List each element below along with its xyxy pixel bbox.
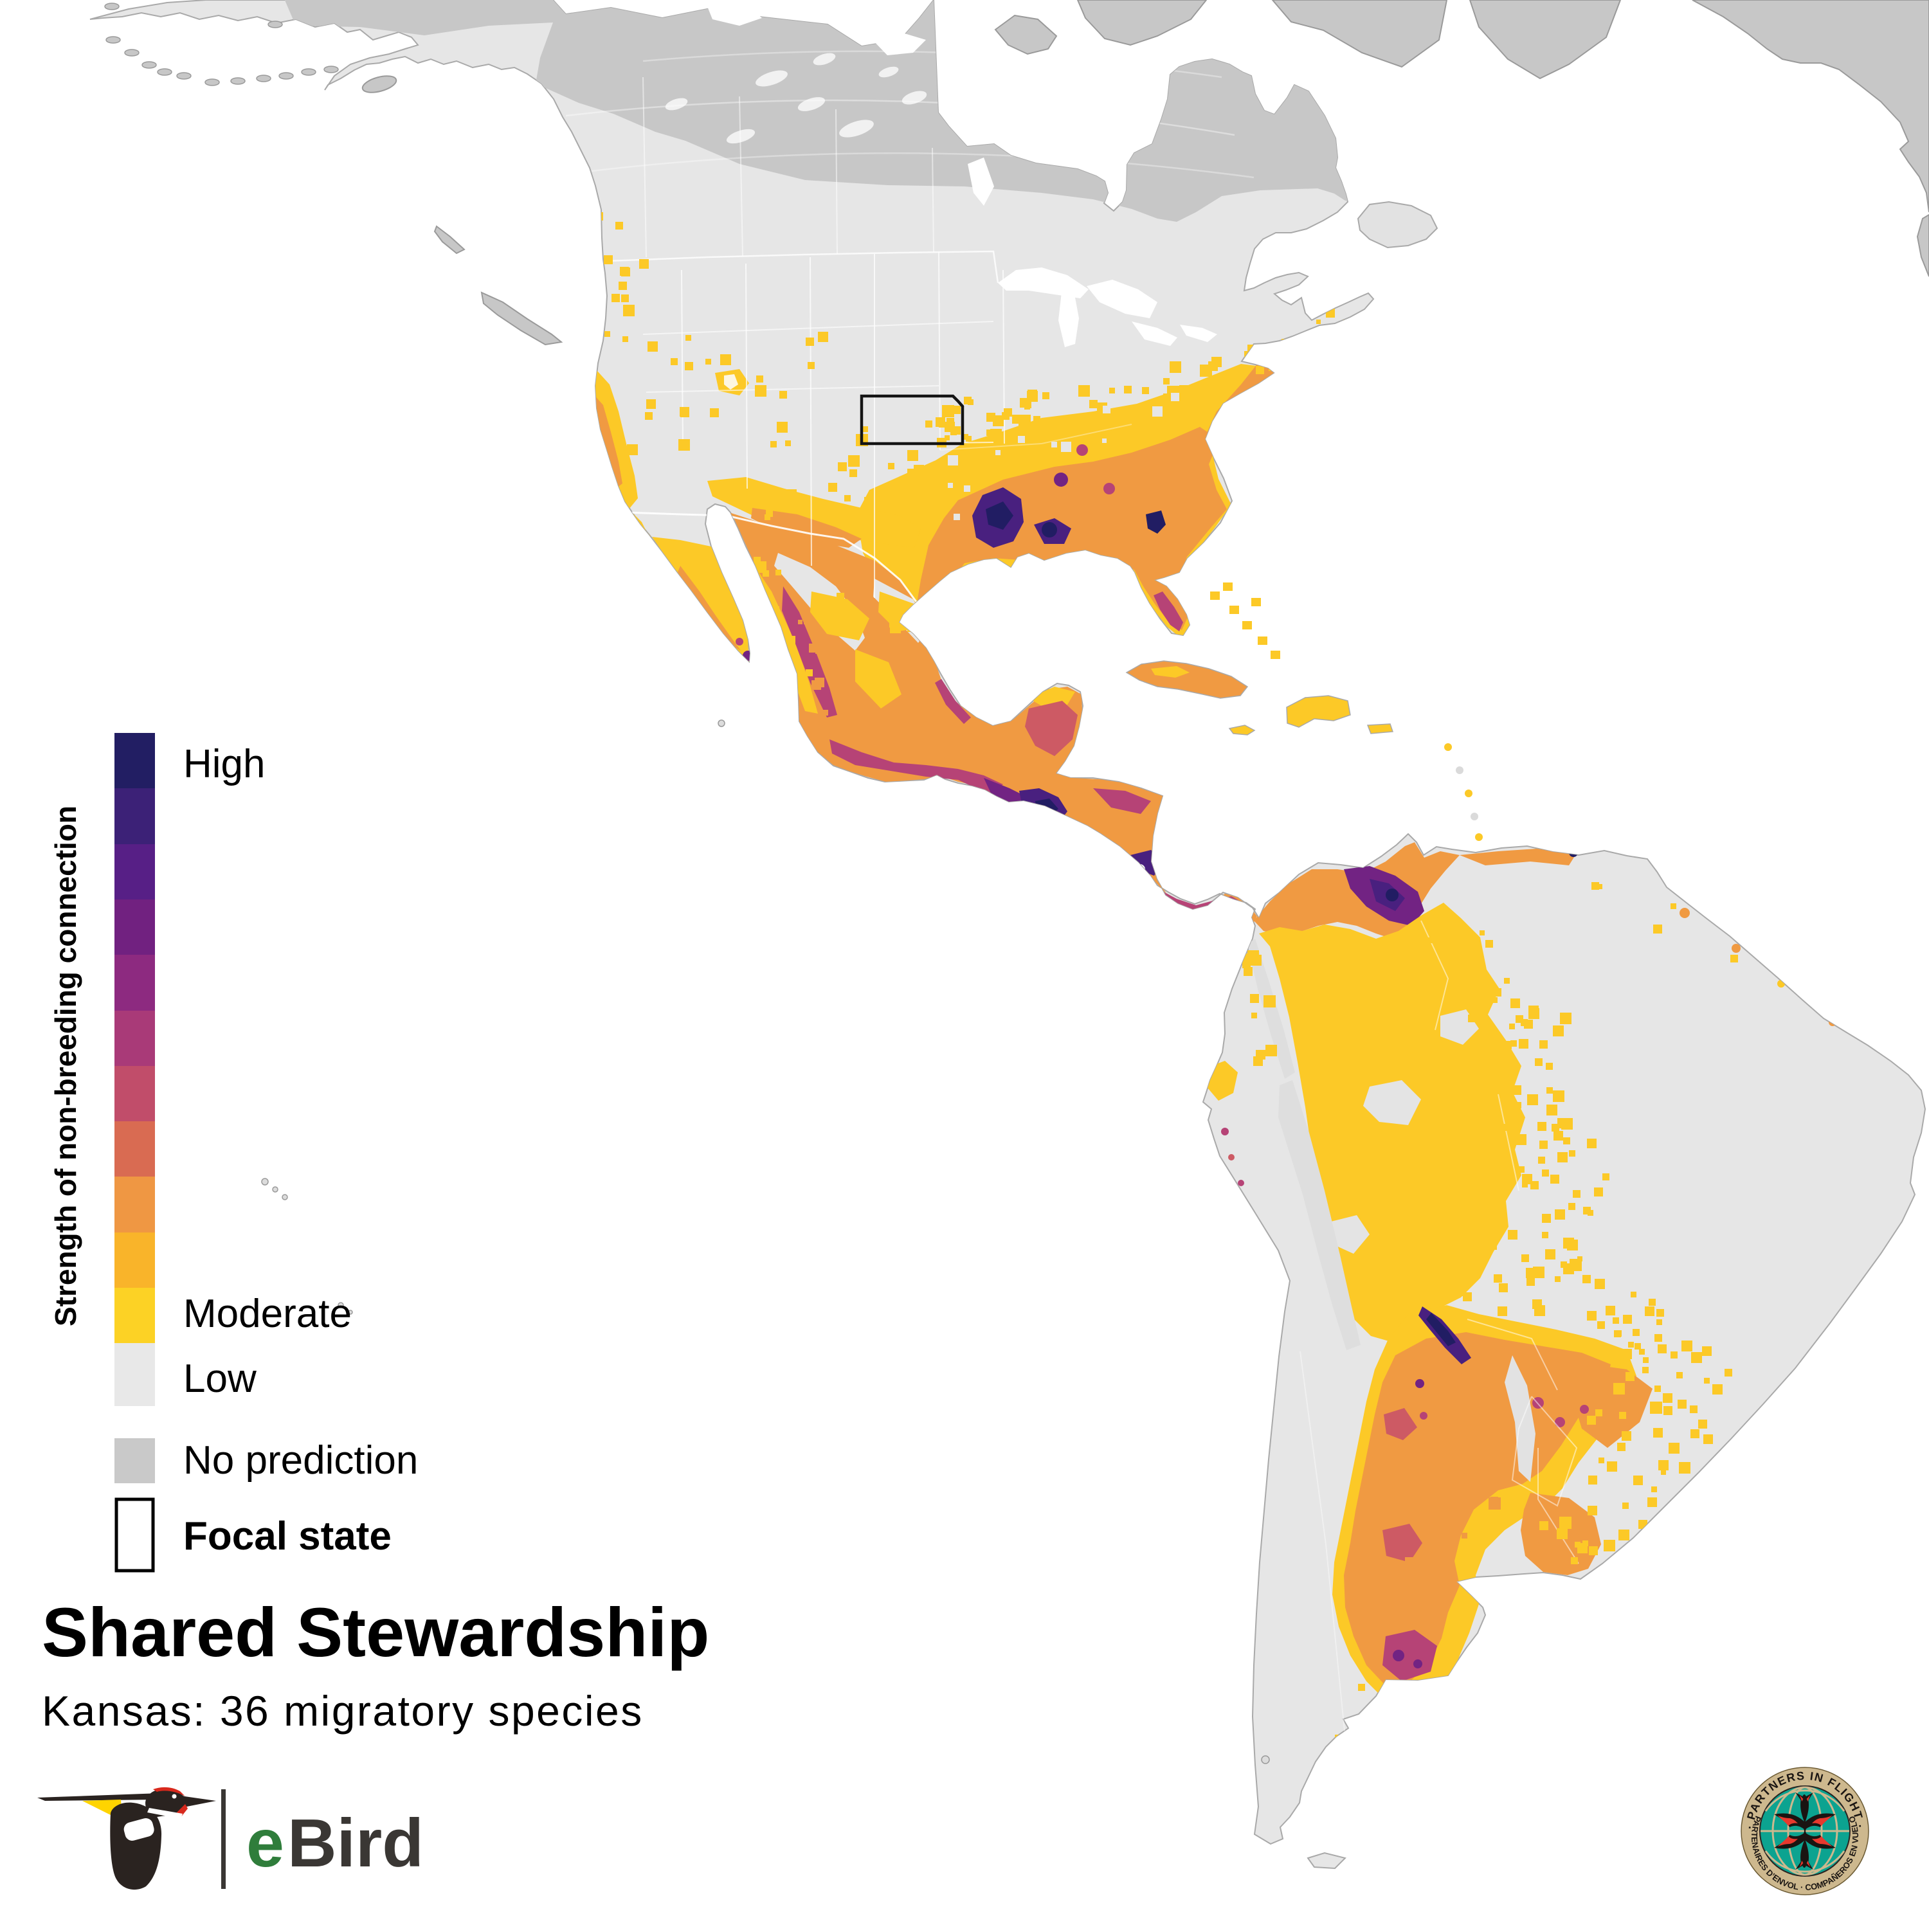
svg-text:High: High — [183, 742, 266, 786]
svg-text:Focal state: Focal state — [183, 1514, 392, 1558]
svg-text:Bird: Bird — [287, 1805, 424, 1881]
svg-text:Moderate: Moderate — [183, 1292, 352, 1336]
svg-text:e: e — [246, 1805, 284, 1881]
svg-text:Low: Low — [183, 1357, 257, 1401]
svg-text:No prediction: No prediction — [183, 1438, 418, 1483]
svg-text:Strength of non-breeding conne: Strength of non-breeding connection — [49, 806, 82, 1326]
svg-text:Shared Stewardship: Shared Stewardship — [42, 1593, 709, 1671]
svg-text:Kansas: 36 migratory species: Kansas: 36 migratory species — [42, 1687, 644, 1735]
